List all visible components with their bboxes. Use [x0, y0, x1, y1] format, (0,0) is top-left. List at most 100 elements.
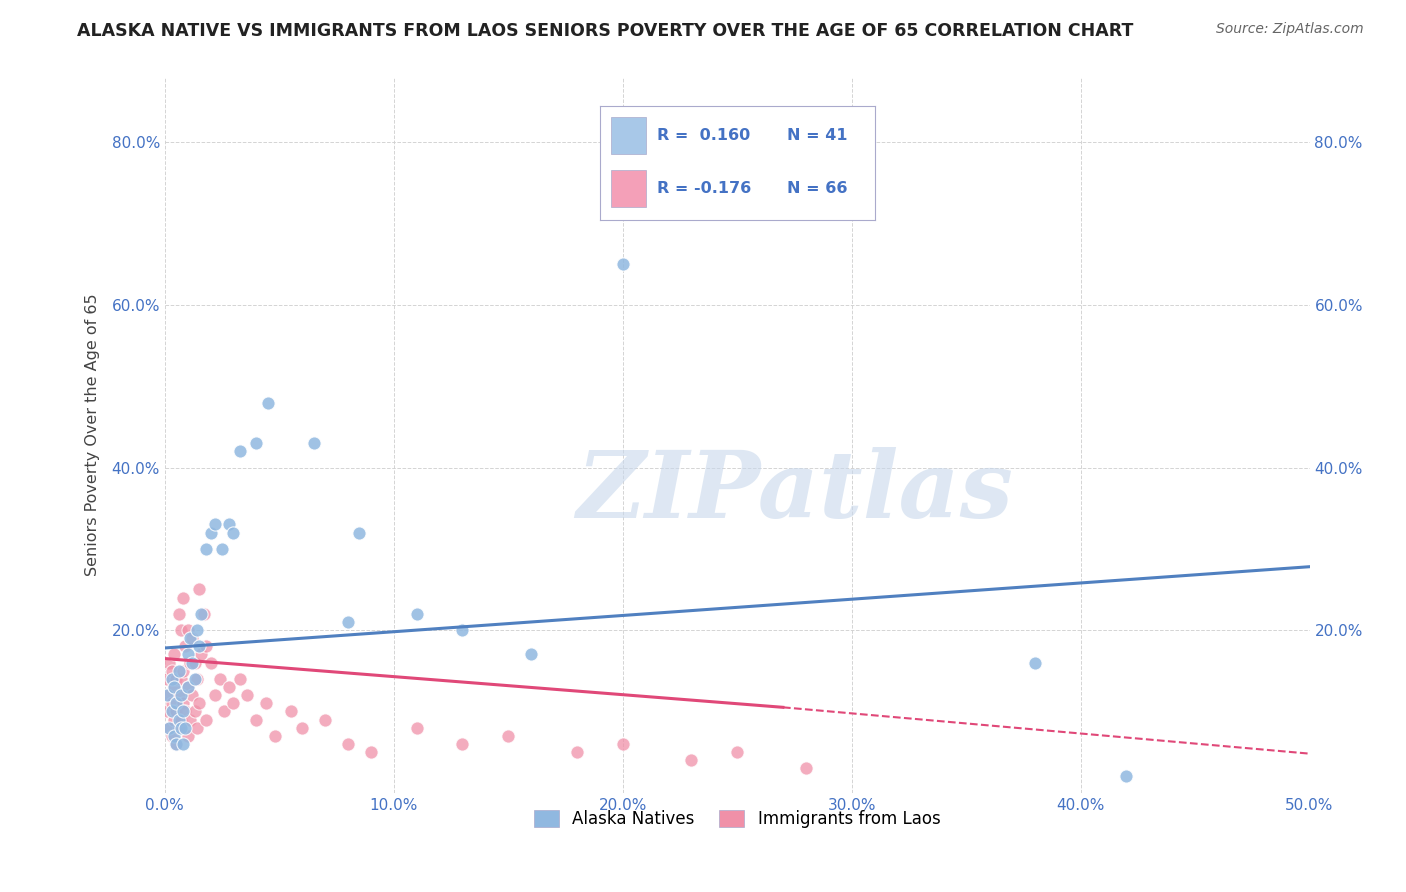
Point — [190, 607, 212, 621]
Point — [236, 688, 259, 702]
Point — [170, 713, 193, 727]
Point — [360, 745, 382, 759]
Text: ZIPatlas: ZIPatlas — [576, 447, 1012, 537]
Point — [612, 737, 634, 751]
Point — [349, 525, 371, 540]
Point — [176, 729, 198, 743]
Point — [229, 444, 252, 458]
Point — [222, 525, 245, 540]
Point — [172, 591, 194, 605]
Point — [170, 623, 193, 637]
Point — [165, 737, 187, 751]
Point — [256, 395, 278, 409]
Point — [195, 640, 218, 654]
Point — [174, 705, 197, 719]
Point — [190, 648, 212, 662]
Point — [172, 737, 194, 751]
Point — [156, 672, 179, 686]
Y-axis label: Seniors Poverty Over the Age of 65: Seniors Poverty Over the Age of 65 — [86, 293, 100, 576]
Point — [176, 680, 198, 694]
Point — [157, 721, 180, 735]
Point — [565, 745, 588, 759]
Point — [291, 721, 314, 735]
Point — [200, 656, 222, 670]
Point — [496, 729, 519, 743]
Point — [157, 656, 180, 670]
Point — [204, 517, 226, 532]
Point — [156, 705, 179, 719]
Point — [176, 648, 198, 662]
Text: ALASKA NATIVE VS IMMIGRANTS FROM LAOS SENIORS POVERTY OVER THE AGE OF 65 CORRELA: ALASKA NATIVE VS IMMIGRANTS FROM LAOS SE… — [77, 22, 1133, 40]
Point — [214, 705, 236, 719]
Point — [179, 632, 201, 646]
Point — [181, 688, 204, 702]
Point — [170, 721, 193, 735]
Point — [229, 672, 252, 686]
Point — [1024, 656, 1046, 670]
Point — [254, 696, 277, 710]
Point — [314, 713, 336, 727]
Point — [163, 729, 186, 743]
Point — [167, 721, 190, 735]
Point — [157, 688, 180, 702]
Point — [208, 672, 231, 686]
Point — [193, 607, 215, 621]
Point — [172, 696, 194, 710]
Point — [167, 607, 190, 621]
Point — [520, 648, 543, 662]
Point — [172, 705, 194, 719]
Point — [188, 640, 211, 654]
Point — [165, 705, 187, 719]
Point — [165, 672, 187, 686]
Point — [195, 713, 218, 727]
Point — [172, 664, 194, 678]
Legend: Alaska Natives, Immigrants from Laos: Alaska Natives, Immigrants from Laos — [527, 803, 948, 834]
Point — [336, 615, 359, 629]
Point — [160, 696, 183, 710]
Point — [167, 713, 190, 727]
Point — [174, 721, 197, 735]
Point — [157, 721, 180, 735]
Point — [176, 680, 198, 694]
Point — [165, 737, 187, 751]
Point — [160, 705, 183, 719]
Point — [794, 761, 817, 775]
Point — [179, 656, 201, 670]
Point — [405, 721, 427, 735]
Point — [186, 672, 208, 686]
Point — [170, 672, 193, 686]
Point — [280, 705, 302, 719]
Point — [195, 541, 218, 556]
Point — [181, 632, 204, 646]
Point — [218, 517, 240, 532]
Point — [725, 745, 748, 759]
Point — [163, 680, 186, 694]
Point — [186, 721, 208, 735]
Point — [336, 737, 359, 751]
Point — [181, 656, 204, 670]
Point — [183, 656, 205, 670]
Point — [163, 713, 186, 727]
Point — [163, 680, 186, 694]
Point — [245, 436, 267, 450]
Point — [200, 525, 222, 540]
Text: Source: ZipAtlas.com: Source: ZipAtlas.com — [1216, 22, 1364, 37]
Point — [681, 753, 703, 767]
Point — [170, 688, 193, 702]
Point — [183, 672, 205, 686]
Point — [451, 623, 474, 637]
Point — [204, 688, 226, 702]
Point — [160, 672, 183, 686]
Point — [156, 688, 179, 702]
Point — [263, 729, 285, 743]
Point — [1115, 769, 1137, 783]
Point — [165, 696, 187, 710]
Point — [245, 713, 267, 727]
Point — [405, 607, 427, 621]
Point — [183, 705, 205, 719]
Point — [188, 696, 211, 710]
Point — [163, 648, 186, 662]
Point — [218, 680, 240, 694]
Point — [167, 688, 190, 702]
Point — [302, 436, 325, 450]
